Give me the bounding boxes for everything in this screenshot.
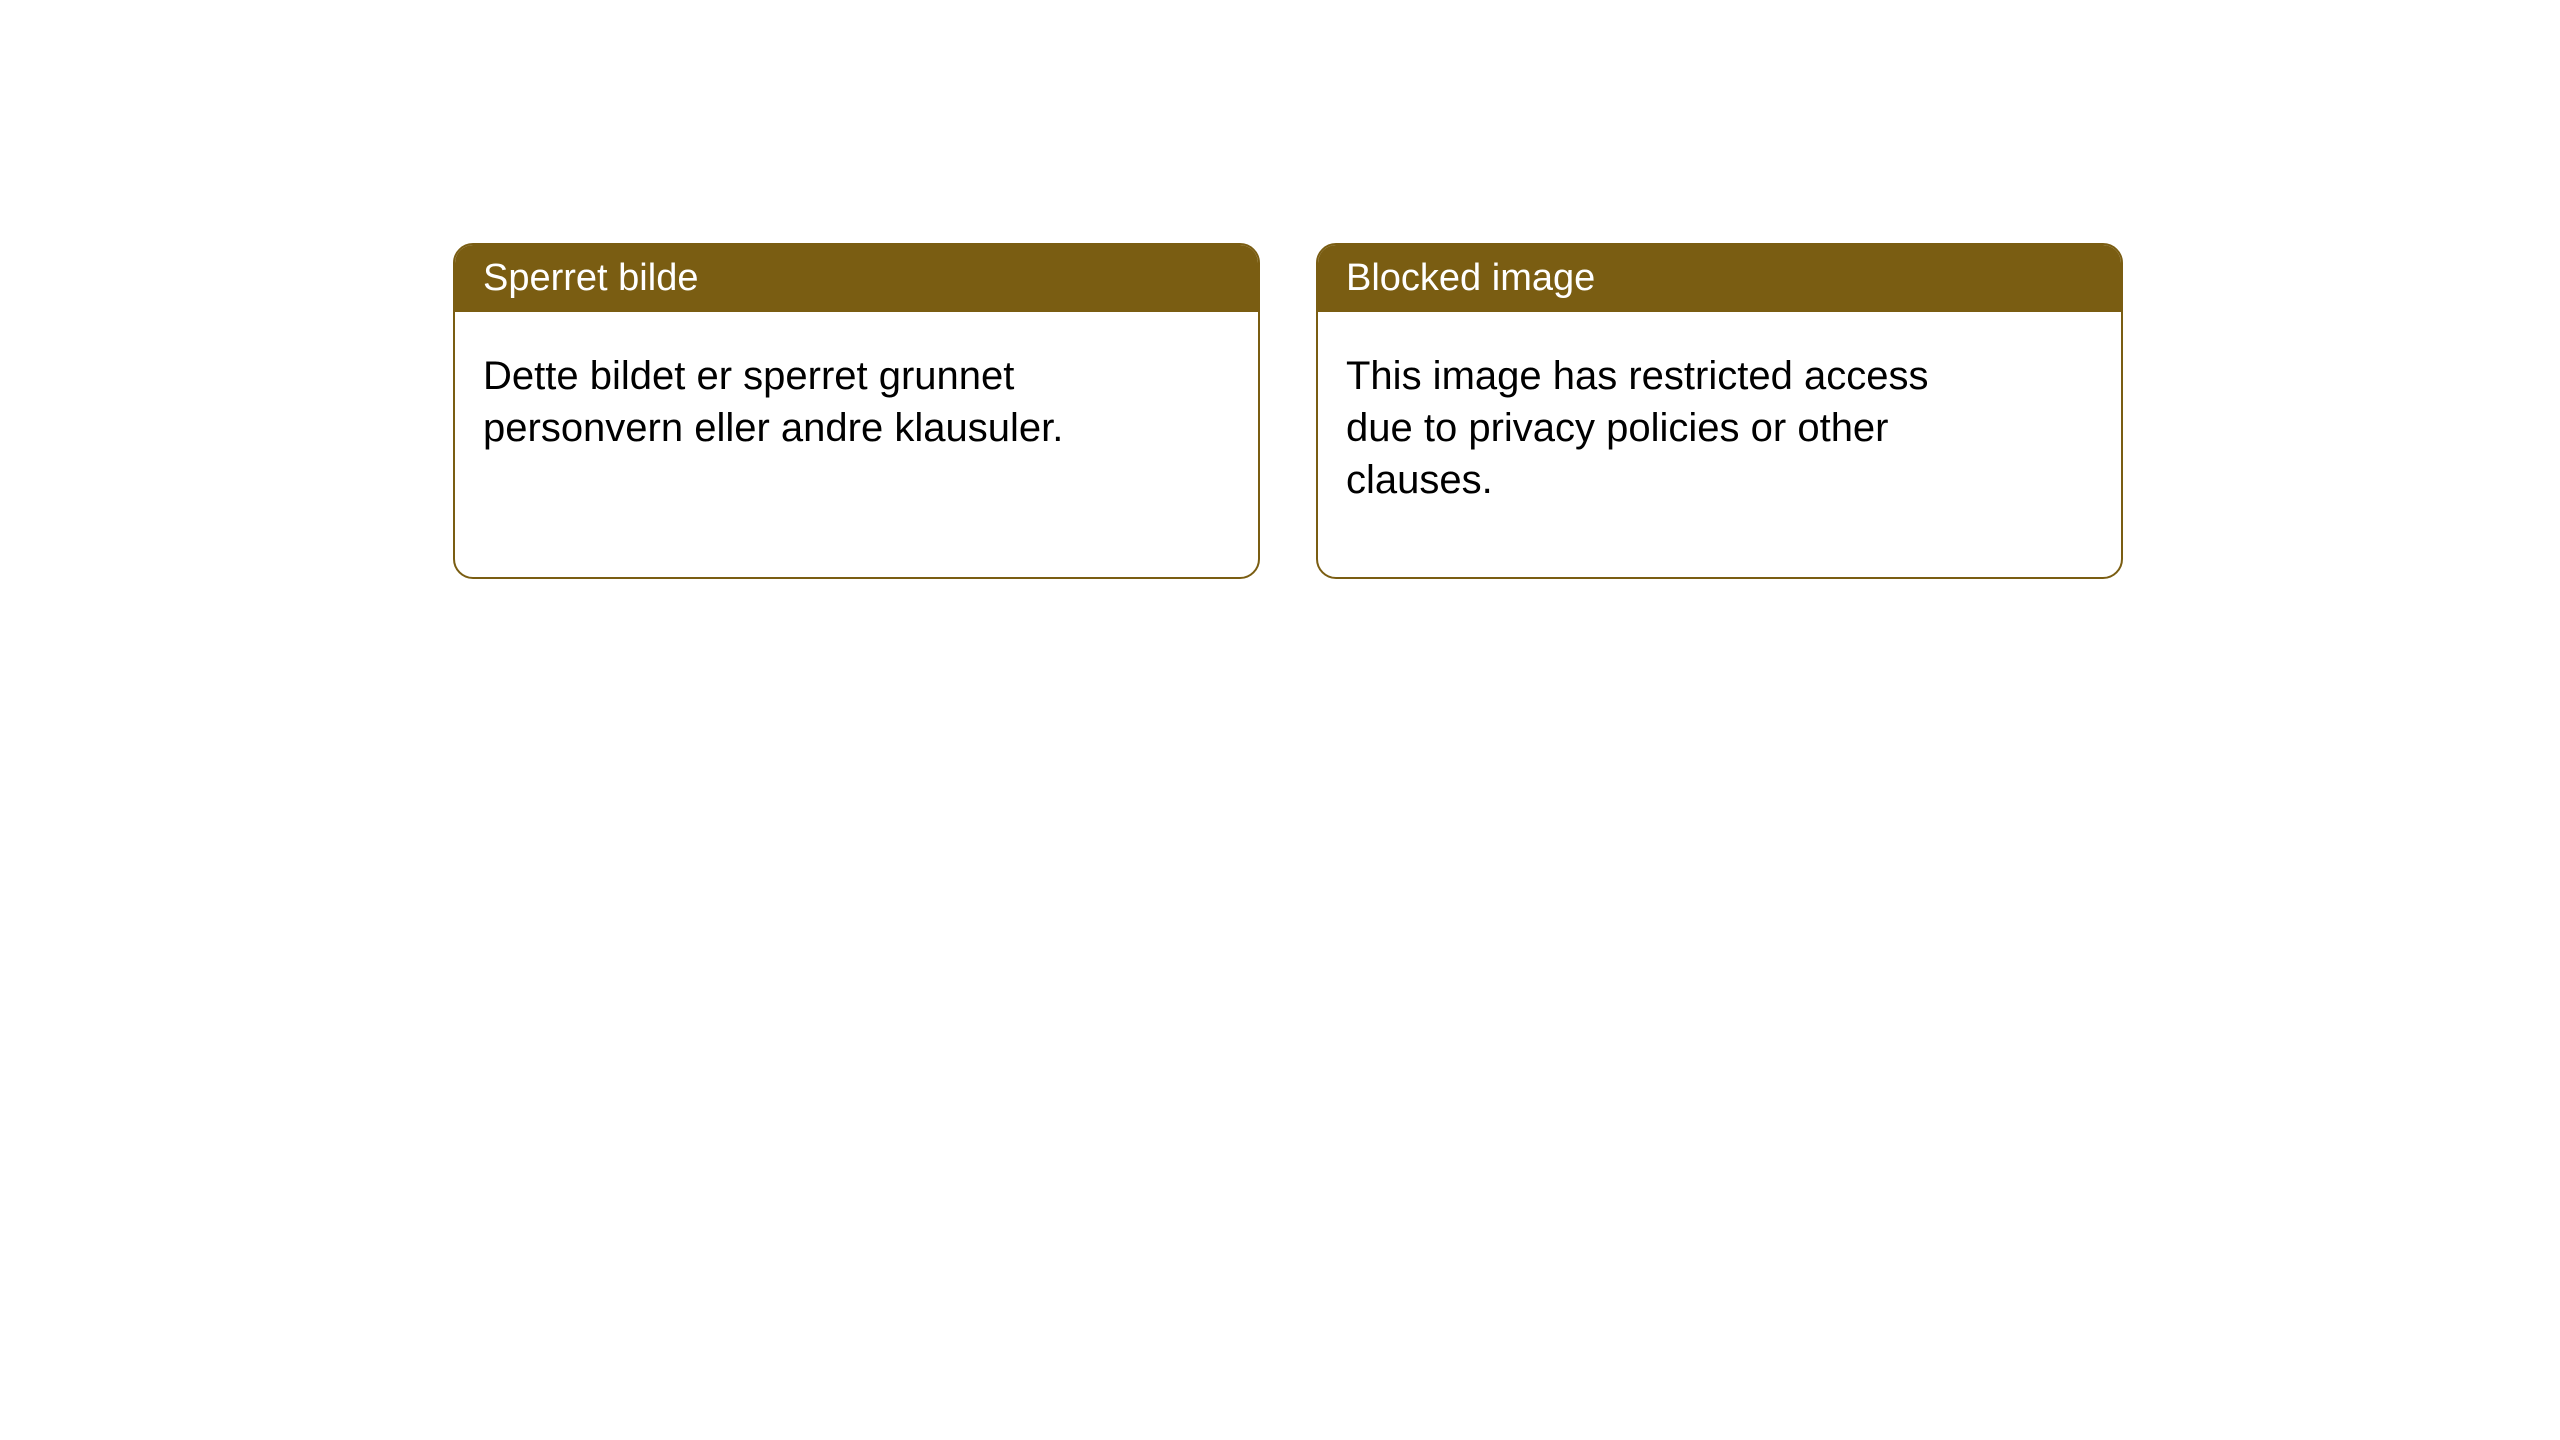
notice-body-norwegian: Dette bildet er sperret grunnet personve…	[455, 312, 1135, 492]
notice-header-english: Blocked image	[1318, 245, 2121, 312]
notice-header-norwegian: Sperret bilde	[455, 245, 1258, 312]
notice-card-norwegian: Sperret bilde Dette bildet er sperret gr…	[453, 243, 1260, 579]
notice-body-english: This image has restricted access due to …	[1318, 312, 1998, 544]
notice-title-norwegian: Sperret bilde	[483, 257, 698, 299]
notice-card-english: Blocked image This image has restricted …	[1316, 243, 2123, 579]
notice-text-english: This image has restricted access due to …	[1346, 354, 1928, 502]
notice-title-english: Blocked image	[1346, 257, 1595, 299]
notice-text-norwegian: Dette bildet er sperret grunnet personve…	[483, 354, 1063, 450]
notice-container: Sperret bilde Dette bildet er sperret gr…	[453, 243, 2123, 579]
